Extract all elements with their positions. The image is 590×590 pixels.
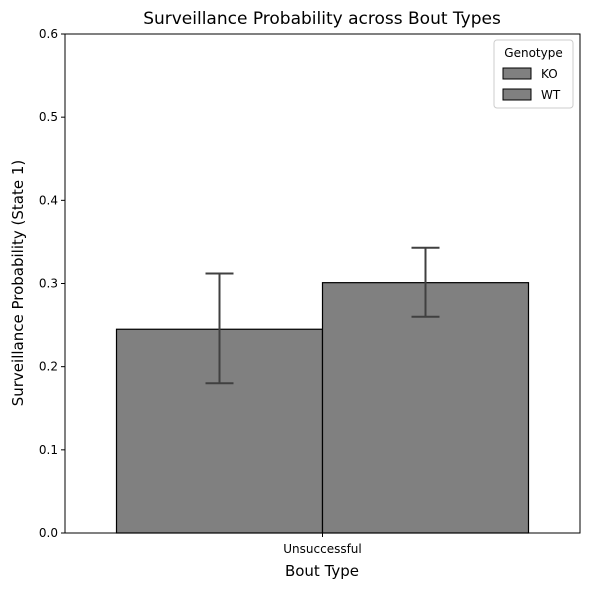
x-axis-label: Bout Type [285, 562, 359, 580]
y-tick-label: 0.4 [39, 193, 58, 207]
x-tick-label: Unsuccessful [283, 542, 362, 556]
error-bar-ko [205, 272, 234, 385]
legend-label-ko: KO [541, 67, 558, 81]
legend-swatch-ko [502, 67, 532, 80]
plot-area [115, 246, 530, 534]
chart-title: Surveillance Probability across Bout Typ… [143, 9, 501, 29]
y-axis: 0.0 0.1 0.2 0.3 0.4 0.5 0.6 [39, 27, 65, 540]
legend-label-wt: WT [541, 88, 561, 102]
y-tick-label: 0.6 [39, 27, 58, 41]
y-tick-label: 0.1 [39, 443, 58, 457]
legend-swatch-wt [502, 88, 532, 101]
x-axis: Unsuccessful [283, 533, 362, 556]
bar-wt-unsuccessful [321, 282, 530, 534]
legend-title: Genotype [504, 46, 562, 60]
y-tick-label: 0.2 [39, 360, 58, 374]
y-axis-label: Surveillance Probability (State 1) [9, 160, 27, 407]
error-bar-wt [411, 246, 440, 318]
y-tick-label: 0.3 [39, 277, 58, 291]
legend: Genotype KO WT [493, 39, 574, 109]
y-tick-label: 0.5 [39, 110, 58, 124]
y-tick-label: 0.0 [39, 526, 58, 540]
